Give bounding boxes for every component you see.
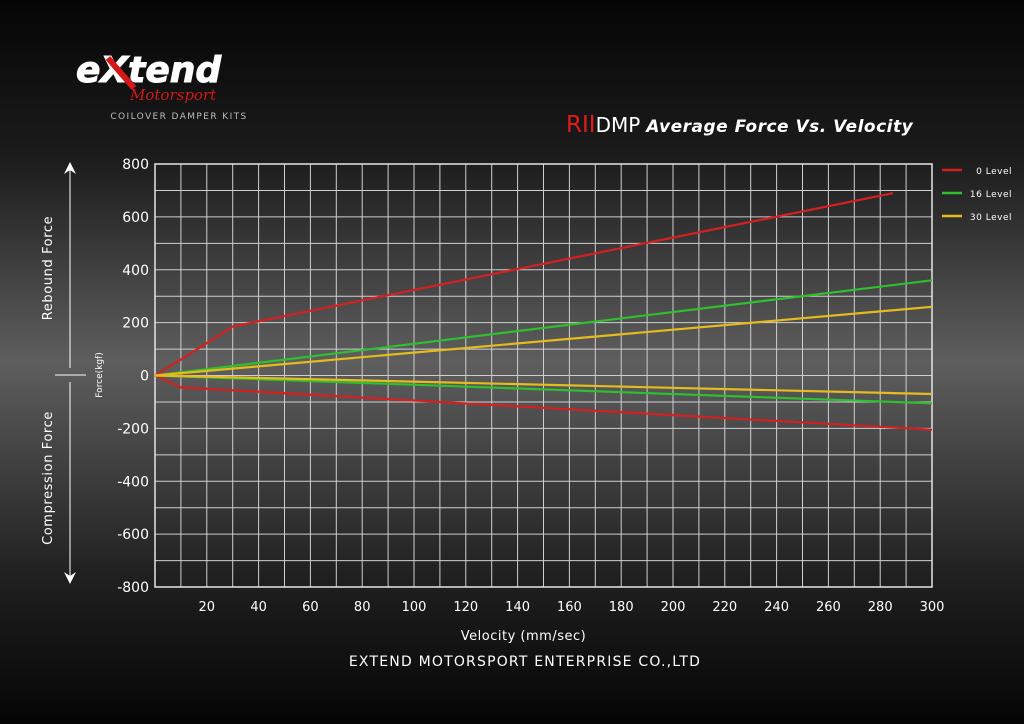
series-line-0-level-rebound [154,192,894,377]
legend-label: 30 Level [970,213,1012,223]
logo-swoosh [105,56,137,90]
x-tick-label: 240 [764,600,789,615]
series-line-0-level-compression [154,374,933,431]
x-tick-label: 300 [920,600,945,615]
logo-script: Motorsport [129,86,217,104]
title-prefix: RII [566,112,596,138]
legend-label: 0 Level [976,167,1012,177]
side-labels: Rebound Force Compression Force [41,162,86,584]
legend-label: 16 Level [970,190,1012,200]
x-tick-label: 200 [661,600,686,615]
x-tick-label: 100 [402,600,427,615]
series-line-16-level-compression [154,374,933,405]
extend-logo: eXtend Motorsport [76,50,223,105]
y-tick-label: 600 [122,210,149,226]
x-tick-label: 40 [250,600,267,615]
x-tick-label: 280 [868,600,893,615]
x-axis-label: Velocity (mm/sec) [461,629,586,644]
y-tick-label: 800 [122,157,149,173]
x-tick-label: 260 [816,600,841,615]
series-line-30-level-compression [154,374,933,396]
x-tick-label: 60 [302,600,319,615]
title-model: DMP [595,113,641,137]
legend: 0 Level 16 Level 30 Level [942,167,1012,223]
grid-layer [155,163,933,588]
x-tick-label: 220 [712,600,737,615]
y-tick-label: -200 [117,421,149,437]
company-footer: EXTEND MOTORSPORT ENTERPRISE CO.,LTD [348,654,702,670]
arrow-up-icon [64,162,76,174]
x-tick-label: 180 [609,600,634,615]
y-tick-label: 0 [140,369,149,385]
y-tick-label: -600 [117,527,149,543]
series-line-30-level-rebound [154,305,933,377]
compression-force-label: Compression Force [41,411,56,545]
x-tick-label: 140 [505,600,530,615]
series-layer [154,192,933,431]
arrow-down-icon [64,572,76,584]
y-tick-label: -800 [117,580,149,596]
y-tick-label: 200 [122,316,149,332]
logo-wordmark: eXtend [76,50,222,91]
rebound-force-label: Rebound Force [41,216,56,321]
title-main: Average Force Vs. Velocity [646,117,914,137]
y-axis-label: Force(kgf) [95,352,105,397]
y-tick-label: -400 [117,474,149,490]
x-tick-label: 20 [199,600,216,615]
chart-title: RIIDMP Average Force Vs. Velocity [566,112,913,138]
axes-layer: 800 600 400 200 0 -200 -400 -600 -800 20 40 60 80 100… [95,157,944,644]
x-tick-label: 80 [354,600,371,615]
x-tick-label: 120 [453,600,478,615]
series-line-16-level-rebound [154,279,933,377]
x-tick-label: 160 [557,600,582,615]
logo-tagline: COILOVER DAMPER KITS [110,112,248,122]
y-tick-label: 400 [122,263,149,279]
